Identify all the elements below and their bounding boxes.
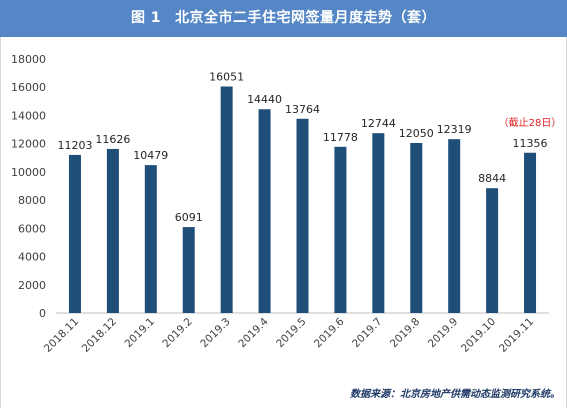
chart-title-bar: 图 1 北京全市二手住宅网签量月度走势（套）	[0, 0, 567, 37]
x-tick-label: 2018.11	[42, 316, 81, 355]
chart-title: 北京全市二手住宅网签量月度走势（套）	[175, 10, 437, 26]
x-tick-label: 2019.3	[198, 316, 232, 350]
x-tick-label: 2019.9	[426, 316, 460, 350]
y-tick-label: 8000	[18, 194, 46, 207]
chart-area: 0 2000 4000 6000 8000 10000 12000 14000 16000 180…	[0, 37, 567, 408]
data-label: 12050	[399, 127, 434, 140]
x-tick-label: 2019.1	[122, 316, 156, 350]
data-label: 16051	[209, 71, 244, 84]
bar	[106, 148, 119, 313]
y-tick-label: 0	[39, 307, 46, 320]
bar	[448, 139, 461, 313]
bar	[410, 142, 423, 313]
bar	[486, 188, 499, 313]
y-tick-label: 18000	[11, 53, 46, 66]
data-label: 13764	[285, 103, 320, 116]
y-tick-label: 6000	[18, 222, 46, 235]
data-label: 14440	[247, 93, 282, 106]
x-tick-label: 2018.12	[80, 316, 119, 355]
bar	[296, 118, 309, 314]
data-label: 11203	[57, 139, 92, 152]
y-tick-label: 4000	[18, 251, 46, 264]
y-tick-label: 12000	[11, 138, 46, 151]
bar	[220, 86, 233, 313]
x-tick-label: 2019.2	[160, 316, 194, 350]
x-tick-label: 2019.5	[274, 316, 308, 350]
x-tick-label: 2019.7	[350, 316, 384, 350]
bar	[68, 154, 81, 313]
x-tick-label: 2019.6	[312, 315, 347, 350]
x-tick-label: 2019.11	[497, 316, 536, 355]
bar	[182, 227, 195, 313]
data-label: 8844	[478, 172, 506, 185]
annotation-label: （截止28日）	[499, 116, 562, 129]
y-tick-label: 2000	[18, 279, 46, 292]
figure-number: 图 1	[130, 10, 162, 26]
x-tick-label: 2019.10	[459, 316, 498, 355]
data-label: 12744	[361, 117, 396, 130]
data-label: 12319	[437, 123, 472, 136]
bar	[524, 152, 537, 313]
x-tick-label: 2019.8	[388, 316, 422, 350]
bar	[258, 109, 271, 313]
data-label: 11626	[95, 133, 130, 146]
data-label: 11778	[323, 131, 358, 144]
y-tick-label: 14000	[11, 109, 46, 122]
data-label: 10479	[133, 149, 168, 162]
bar-chart: 0 2000 4000 6000 8000 10000 12000 14000 16000 180…	[11, 53, 562, 355]
x-tick-label: 2019.4	[236, 315, 271, 350]
y-tick-label: 10000	[11, 166, 46, 179]
data-label: 11356	[513, 137, 548, 150]
bar	[334, 146, 347, 313]
y-tick-label: 16000	[11, 81, 46, 94]
data-label: 6091	[175, 211, 203, 224]
bar	[372, 133, 385, 313]
bar	[144, 165, 157, 313]
data-source-note: 数据来源：北京房地产供需动态监测研究系统。	[350, 389, 560, 400]
